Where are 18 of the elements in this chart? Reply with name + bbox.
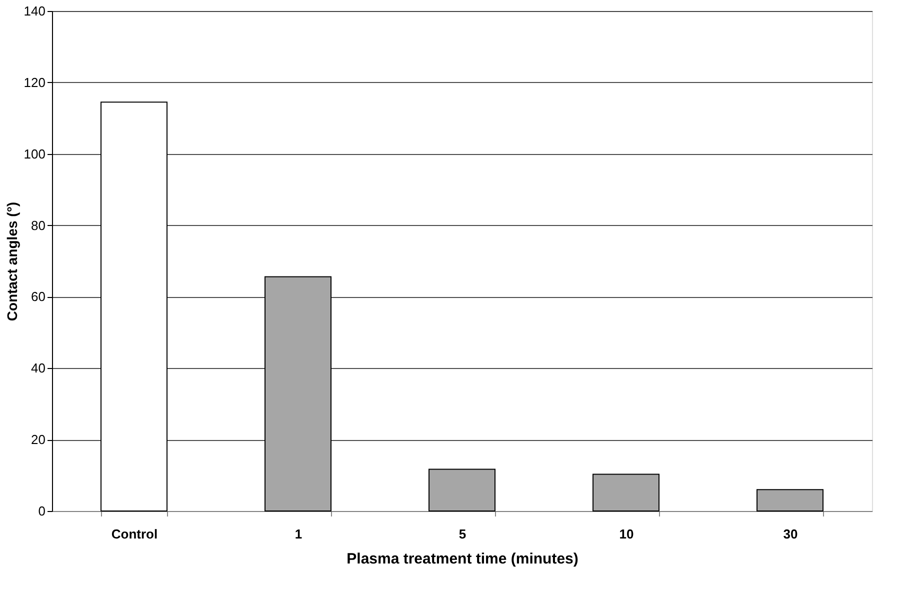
y-tick-label: 0 (38, 504, 46, 518)
y-tick-label: 60 (31, 289, 46, 304)
y-tick-label: 100 (24, 146, 46, 162)
x-tick-label: 30 (783, 526, 798, 542)
y-tick-label: 80 (31, 218, 46, 233)
x-tick-label: 10 (619, 526, 634, 542)
bar (592, 474, 660, 512)
y-tick-label: 20 (31, 432, 46, 448)
x-tick-label: 1 (294, 526, 302, 542)
y-tick-label: 140 (24, 4, 46, 18)
bar (756, 489, 824, 512)
y-tick-label: 120 (24, 74, 46, 90)
y-axis-title: Contact angles (°) (4, 202, 20, 322)
x-axis-title: Plasma treatment time (minutes) (346, 550, 578, 568)
x-tick-label: Control (111, 526, 158, 542)
x-tick-label: 5 (458, 526, 466, 542)
y-tick-label: 40 (31, 360, 46, 376)
bar (428, 468, 496, 512)
